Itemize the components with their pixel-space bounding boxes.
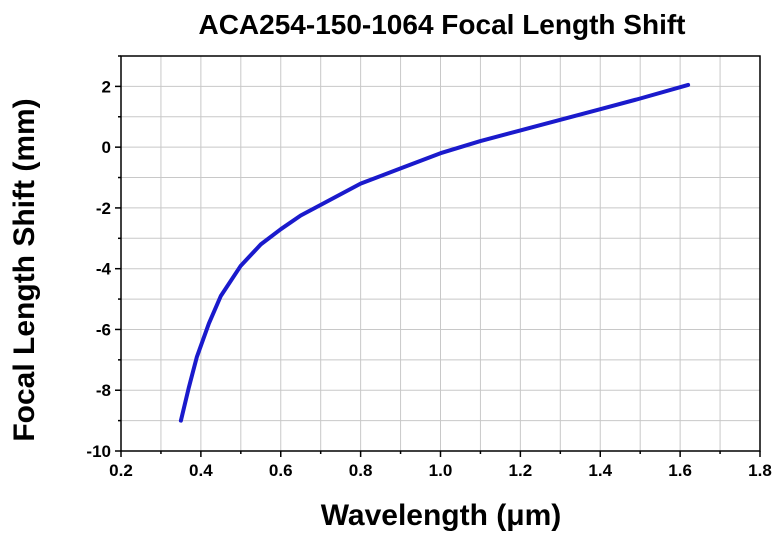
x-tick-label: 1.0 [429, 461, 453, 480]
x-tick-label: 1.4 [588, 461, 612, 480]
y-tick-label: -10 [86, 442, 111, 461]
y-axis-tick-labels: -10 -8 -6 -4 -2 0 2 [86, 77, 111, 461]
grid [120, 55, 761, 452]
y-axis-label: Focal Length Shift (mm) [8, 98, 41, 441]
y-tick-label: -4 [96, 260, 112, 279]
axis-ticks [115, 55, 761, 457]
y-tick-label: 2 [102, 77, 111, 96]
x-axis-tick-labels: 0.2 0.4 0.6 0.8 1.0 1.2 1.4 1.6 1.8 [109, 461, 772, 480]
chart-title: ACA254-150-1064 Focal Length Shift [198, 9, 685, 40]
x-tick-label: 1.6 [668, 461, 692, 480]
x-tick-label: 0.8 [349, 461, 373, 480]
x-tick-label: 0.4 [189, 461, 213, 480]
x-tick-label: 0.6 [269, 461, 293, 480]
y-tick-label: -2 [96, 199, 111, 218]
x-tick-label: 1.2 [509, 461, 533, 480]
series-layer [178, 82, 691, 423]
y-tick-label: 0 [102, 138, 111, 157]
series-line [178, 82, 691, 423]
x-tick-label: 0.2 [109, 461, 133, 480]
x-axis-label: Wavelength (μm) [321, 499, 562, 532]
y-tick-label: -8 [96, 381, 111, 400]
x-tick-label: 1.8 [748, 461, 772, 480]
y-tick-label: -6 [96, 320, 111, 339]
